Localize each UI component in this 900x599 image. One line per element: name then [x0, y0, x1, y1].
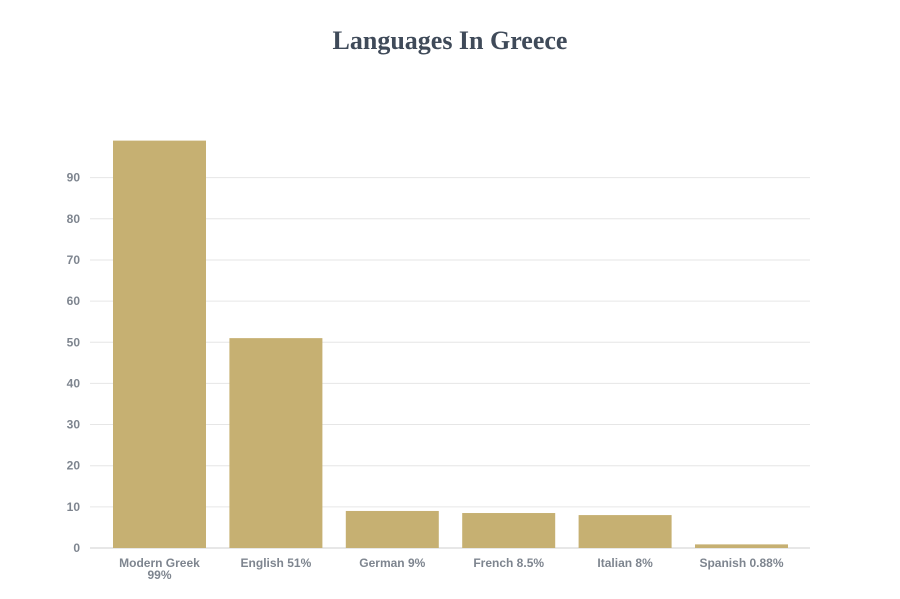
bars: [113, 140, 788, 549]
y-axis-ticks: 0 10 20 30 40 50 60 70 80 90: [67, 171, 81, 555]
y-tick-label: 40: [67, 376, 81, 390]
grid-layer: [90, 177, 810, 549]
y-tick-label: 10: [67, 500, 81, 514]
y-tick-label: 60: [67, 294, 81, 308]
bar: [695, 544, 788, 548]
y-tick-label: 50: [67, 335, 81, 349]
bar: [578, 515, 672, 548]
x-tick-label: Italian 8%: [597, 556, 653, 570]
chart-title: Languages In Greece: [332, 26, 568, 55]
x-tick-label: French 8.5%: [473, 556, 544, 570]
y-tick-label: 70: [67, 253, 81, 267]
x-tick-label: German 9%: [359, 556, 425, 570]
y-tick-label: 80: [67, 212, 81, 226]
x-axis-labels: Modern Greek 99% English 51% German 9% Frenc…: [119, 556, 784, 582]
y-tick-label: 90: [67, 171, 81, 185]
bar: [345, 510, 439, 548]
x-tick-label: Modern Greek 99%: [119, 556, 200, 582]
y-tick-label: 20: [67, 459, 81, 473]
x-tick-label: Spanish 0.88%: [699, 556, 783, 570]
x-tick-label: English 51%: [241, 556, 312, 570]
bar: [462, 513, 556, 548]
bar: [113, 140, 206, 549]
y-tick-label: 30: [67, 418, 81, 432]
bar: [229, 338, 323, 548]
y-tick-label: 0: [73, 541, 80, 555]
